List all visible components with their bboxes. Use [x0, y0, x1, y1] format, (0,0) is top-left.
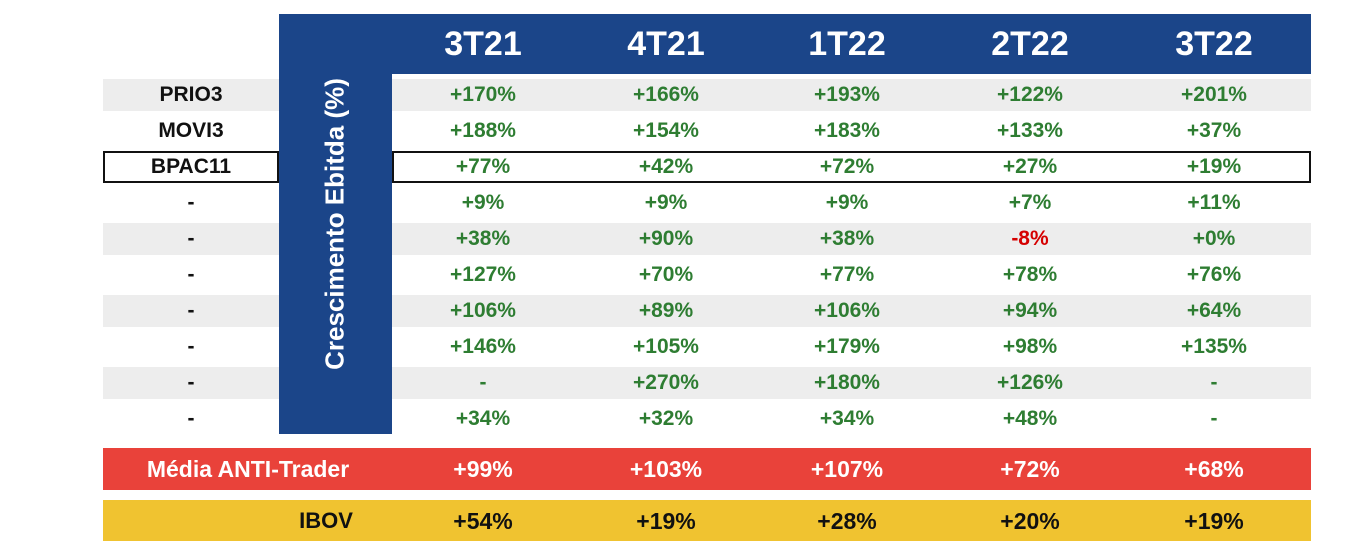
vertical-title-panel — [279, 14, 392, 434]
row-label: - — [187, 299, 195, 322]
summary-cell: +99% — [453, 455, 513, 482]
table-cell: +11% — [1187, 191, 1241, 214]
table-cell: +9% — [825, 191, 869, 214]
header-band — [279, 14, 1311, 74]
row-stripe — [103, 79, 279, 111]
row-label: MOVI3 — [158, 119, 224, 142]
table-cell: +166% — [633, 83, 699, 106]
table-cell: +38% — [819, 227, 875, 250]
table-cell: +72% — [819, 155, 875, 178]
column-header: 2T22 — [991, 24, 1069, 63]
summary-cell: +103% — [629, 455, 703, 482]
table-cell: +42% — [638, 155, 694, 178]
summary-label: Média ANTI-Trader — [146, 455, 350, 482]
table-cell: +7% — [1008, 191, 1052, 214]
table-cell: +122% — [997, 83, 1063, 106]
summary-cell: +28% — [817, 507, 877, 534]
table-cell: +201% — [1181, 83, 1247, 106]
table-cell: +27% — [1002, 155, 1058, 178]
table-cell: +170% — [450, 83, 516, 106]
row-label: - — [187, 191, 195, 214]
table-cell: +77% — [819, 263, 875, 286]
table-cell: +179% — [814, 335, 880, 358]
table-cell: +133% — [997, 119, 1063, 142]
row-label: - — [187, 263, 195, 286]
table-cell: +106% — [450, 299, 516, 322]
vertical-title: Crescimento Ebitda (%) — [319, 78, 350, 370]
row-label: PRIO3 — [159, 83, 223, 106]
table-cell: +193% — [814, 83, 880, 106]
row-stripe — [392, 295, 1311, 327]
table-cell: +94% — [1002, 299, 1058, 322]
column-header: 1T22 — [808, 24, 886, 63]
table-cell: +34% — [819, 407, 875, 430]
summary-band-anti-trader — [103, 448, 1311, 490]
table-cell: +270% — [633, 371, 699, 394]
summary-label: IBOV — [299, 508, 353, 533]
row-label: BPAC11 — [150, 155, 232, 178]
highlight-box-label — [103, 151, 279, 183]
table-cell: +70% — [638, 263, 694, 286]
table-cell: +183% — [814, 119, 880, 142]
row-label: - — [187, 227, 195, 250]
row-stripe — [392, 223, 1311, 255]
column-header: 4T21 — [627, 24, 705, 63]
row-stripe — [392, 79, 1311, 111]
row-label: - — [187, 335, 195, 358]
table-cell: +127% — [450, 263, 516, 286]
table-cell: +126% — [997, 371, 1063, 394]
highlight-box-values — [392, 151, 1311, 183]
row-stripe — [103, 367, 279, 399]
table-cell: +106% — [814, 299, 880, 322]
column-header: 3T22 — [1175, 24, 1253, 63]
summary-cell: +19% — [636, 507, 696, 534]
summary-band-ibov — [103, 500, 1311, 541]
row-label: - — [187, 371, 195, 394]
row-label: - — [187, 407, 195, 430]
table-cell: +154% — [633, 119, 699, 142]
summary-cell: +68% — [1184, 455, 1244, 482]
table-cell: +32% — [638, 407, 694, 430]
table-cell: +38% — [455, 227, 511, 250]
summary-cell: +20% — [1000, 507, 1060, 534]
table-cell: +90% — [638, 227, 694, 250]
table-cell: +180% — [814, 371, 880, 394]
table-cell: +135% — [1181, 335, 1247, 358]
table-cell: +105% — [633, 335, 699, 358]
row-stripe — [103, 223, 279, 255]
table-cell: +146% — [450, 335, 516, 358]
summary-cell: +72% — [1000, 455, 1060, 482]
summary-cell: +19% — [1184, 507, 1244, 534]
table-cell: +9% — [644, 191, 688, 214]
table-cell: - — [479, 371, 487, 394]
table-cell: - — [1210, 407, 1218, 430]
table-cell: - — [1210, 371, 1218, 394]
table-cell: +98% — [1002, 335, 1058, 358]
table-cell: +9% — [461, 191, 505, 214]
table-cell: +89% — [638, 299, 694, 322]
table-cell: +188% — [450, 119, 516, 142]
table-cell: +48% — [1002, 407, 1058, 430]
table-cell: +34% — [455, 407, 511, 430]
table-cell: +78% — [1002, 263, 1058, 286]
table-cell: -8% — [1011, 227, 1049, 250]
column-header: 3T21 — [444, 24, 522, 63]
table-cell: +64% — [1186, 299, 1242, 322]
row-stripe — [392, 367, 1311, 399]
summary-cell: +54% — [453, 507, 513, 534]
table-cell: +19% — [1186, 155, 1242, 178]
table-cell: +0% — [1192, 227, 1236, 250]
table-cell: +77% — [455, 155, 511, 178]
table-cell: +37% — [1186, 119, 1242, 142]
summary-cell: +107% — [810, 455, 884, 482]
table-cell: +76% — [1186, 263, 1242, 286]
row-stripe — [103, 295, 279, 327]
